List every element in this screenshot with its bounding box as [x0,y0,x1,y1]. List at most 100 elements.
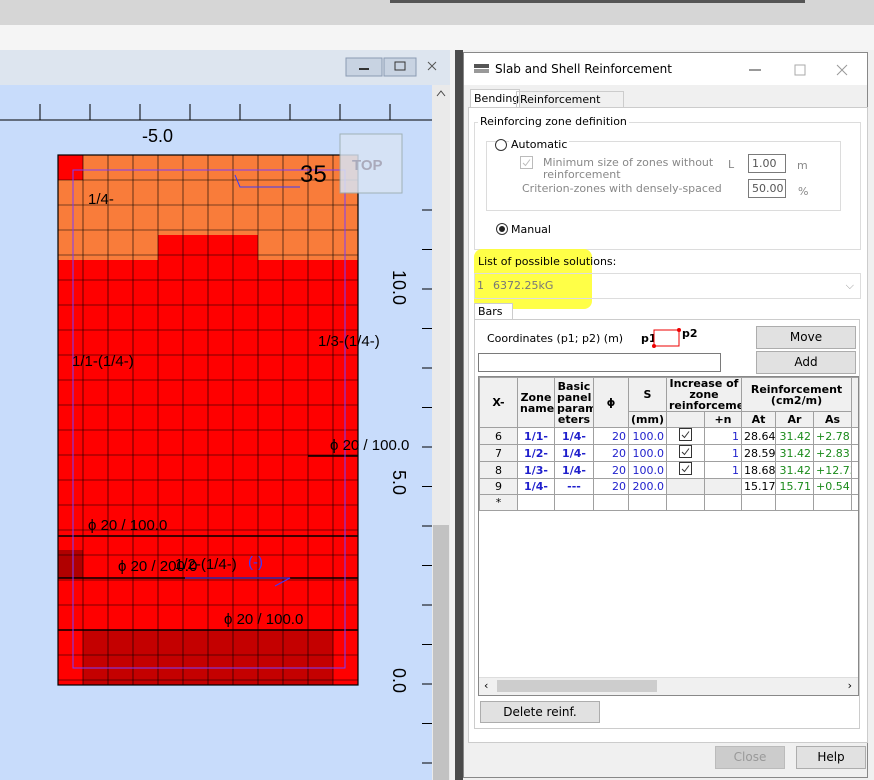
label: List of possible solutions: [478,255,617,268]
cell [851,494,858,511]
cell: 1/1- [517,427,555,445]
cell: 31.42 [775,461,814,479]
checkbox[interactable] [679,462,692,475]
input[interactable]: 1.00 [748,154,786,173]
tab-panel [474,319,860,729]
option-label: Criterion-zones with densely-spaced [522,182,722,195]
header: Ar [775,411,814,428]
text: reinforcement [543,168,621,181]
checkbox[interactable] [679,428,692,441]
unit: m [797,159,808,172]
help-button[interactable]: Help [796,746,866,769]
cell: 15.71 [775,478,814,495]
cell: +2.78 [812,427,853,445]
header: Reinforcement (cm2/m) [740,377,853,412]
zone-label: (-) [248,554,263,571]
highlight [474,249,592,309]
check-cell [666,444,705,462]
cell: 31.42 [775,444,814,462]
bar-label: ϕ 20 / 100.0 [330,437,409,454]
close-button: Close [715,746,785,769]
cell [851,444,858,462]
zone-label: 1/1-(1/4-) [72,353,134,370]
cell: 1 [704,461,742,479]
move-button[interactable]: Move [756,326,856,349]
cell: 1 [704,427,742,445]
h-scrollbar[interactable]: ‹ › [479,677,858,695]
cell: 28.64 [741,427,776,445]
cell: 100.0 [628,444,667,462]
zone-label: 1/4- [88,191,114,208]
header: (mm) [628,411,667,428]
view-label: TOP [352,157,383,174]
unit: % [798,185,809,198]
zone [58,155,83,180]
maximize-button[interactable] [383,57,417,77]
radio-label[interactable]: Automatic [509,138,570,151]
tab[interactable]: Bars [474,303,513,320]
cell: 20 [593,427,629,445]
zone-label: 1/2-(1/4-) [175,556,237,573]
cell: 1/4- [554,461,594,479]
label: p2 [682,327,698,340]
table-row: 9 1/4- --- 20 200.0 15.17 15.71 +0.54 [479,478,858,495]
arrow [185,174,300,587]
text: Minimum size of zones without [543,156,714,169]
checkbox [520,156,533,169]
cell [628,494,667,511]
add-button[interactable]: Add [756,351,856,374]
dialog-titlebar [464,53,867,85]
cell: 1 [704,444,742,462]
cell: 20 [593,478,629,495]
combo-box[interactable]: 1 6372.25kG ⌵ [474,273,861,299]
coordinate-input[interactable] [478,353,721,372]
axis-label: 0.0 [389,668,409,693]
cell: 18.68 [741,461,776,479]
cell: 8 [479,461,518,479]
check-cell [666,427,705,445]
top-box [390,0,805,3]
cell: +2.83 [812,444,853,462]
axis-label: 10.0 [389,270,409,305]
checkbox[interactable] [679,445,692,458]
window-controls[interactable] [739,61,859,79]
group-box [474,122,861,250]
cell [851,427,858,445]
radio[interactable] [494,138,508,152]
cell: 20 [593,461,629,479]
dialog-icon [474,64,489,73]
minimize-button[interactable] [345,57,383,77]
scroll-thumb[interactable] [433,525,449,780]
header: ϕ [593,377,629,428]
radio[interactable] [495,222,509,236]
header: X- [479,377,518,428]
cell [851,478,858,495]
cell: 200.0 [628,478,667,495]
empty-cell [704,478,742,495]
header: Increase of zone reinforcemen [666,377,742,412]
delete-button[interactable]: Delete reinf. [480,701,600,723]
cell: 28.59 [741,444,776,462]
tab[interactable]: Bending [470,89,520,108]
cell: +0.54 [812,478,853,495]
input[interactable]: 50.00 [748,179,786,198]
cell: 1/2- [517,444,555,462]
cell: 100.0 [628,461,667,479]
row-header: * [479,494,518,511]
cell: 9 [479,478,518,495]
cell: 1/4- [554,444,594,462]
cell [812,494,853,511]
close-icon[interactable] [427,61,437,71]
radio-label[interactable]: Manual [511,223,551,236]
cell: +12.73 [812,461,853,479]
table-frame: X- Zone name Basic panel param eters ϕ S Incr… [478,376,859,696]
cell: 1/4- [554,427,594,445]
cell: 31.42 [775,427,814,445]
drawing-window: -5.0 35 TOP 1/4- 1/1-(1/4-) 1/3-(1/4-) 1/2-(1/… [0,50,463,780]
zone [58,550,83,578]
header: At [741,411,776,428]
top-bar [0,0,874,25]
header: As [812,411,853,428]
